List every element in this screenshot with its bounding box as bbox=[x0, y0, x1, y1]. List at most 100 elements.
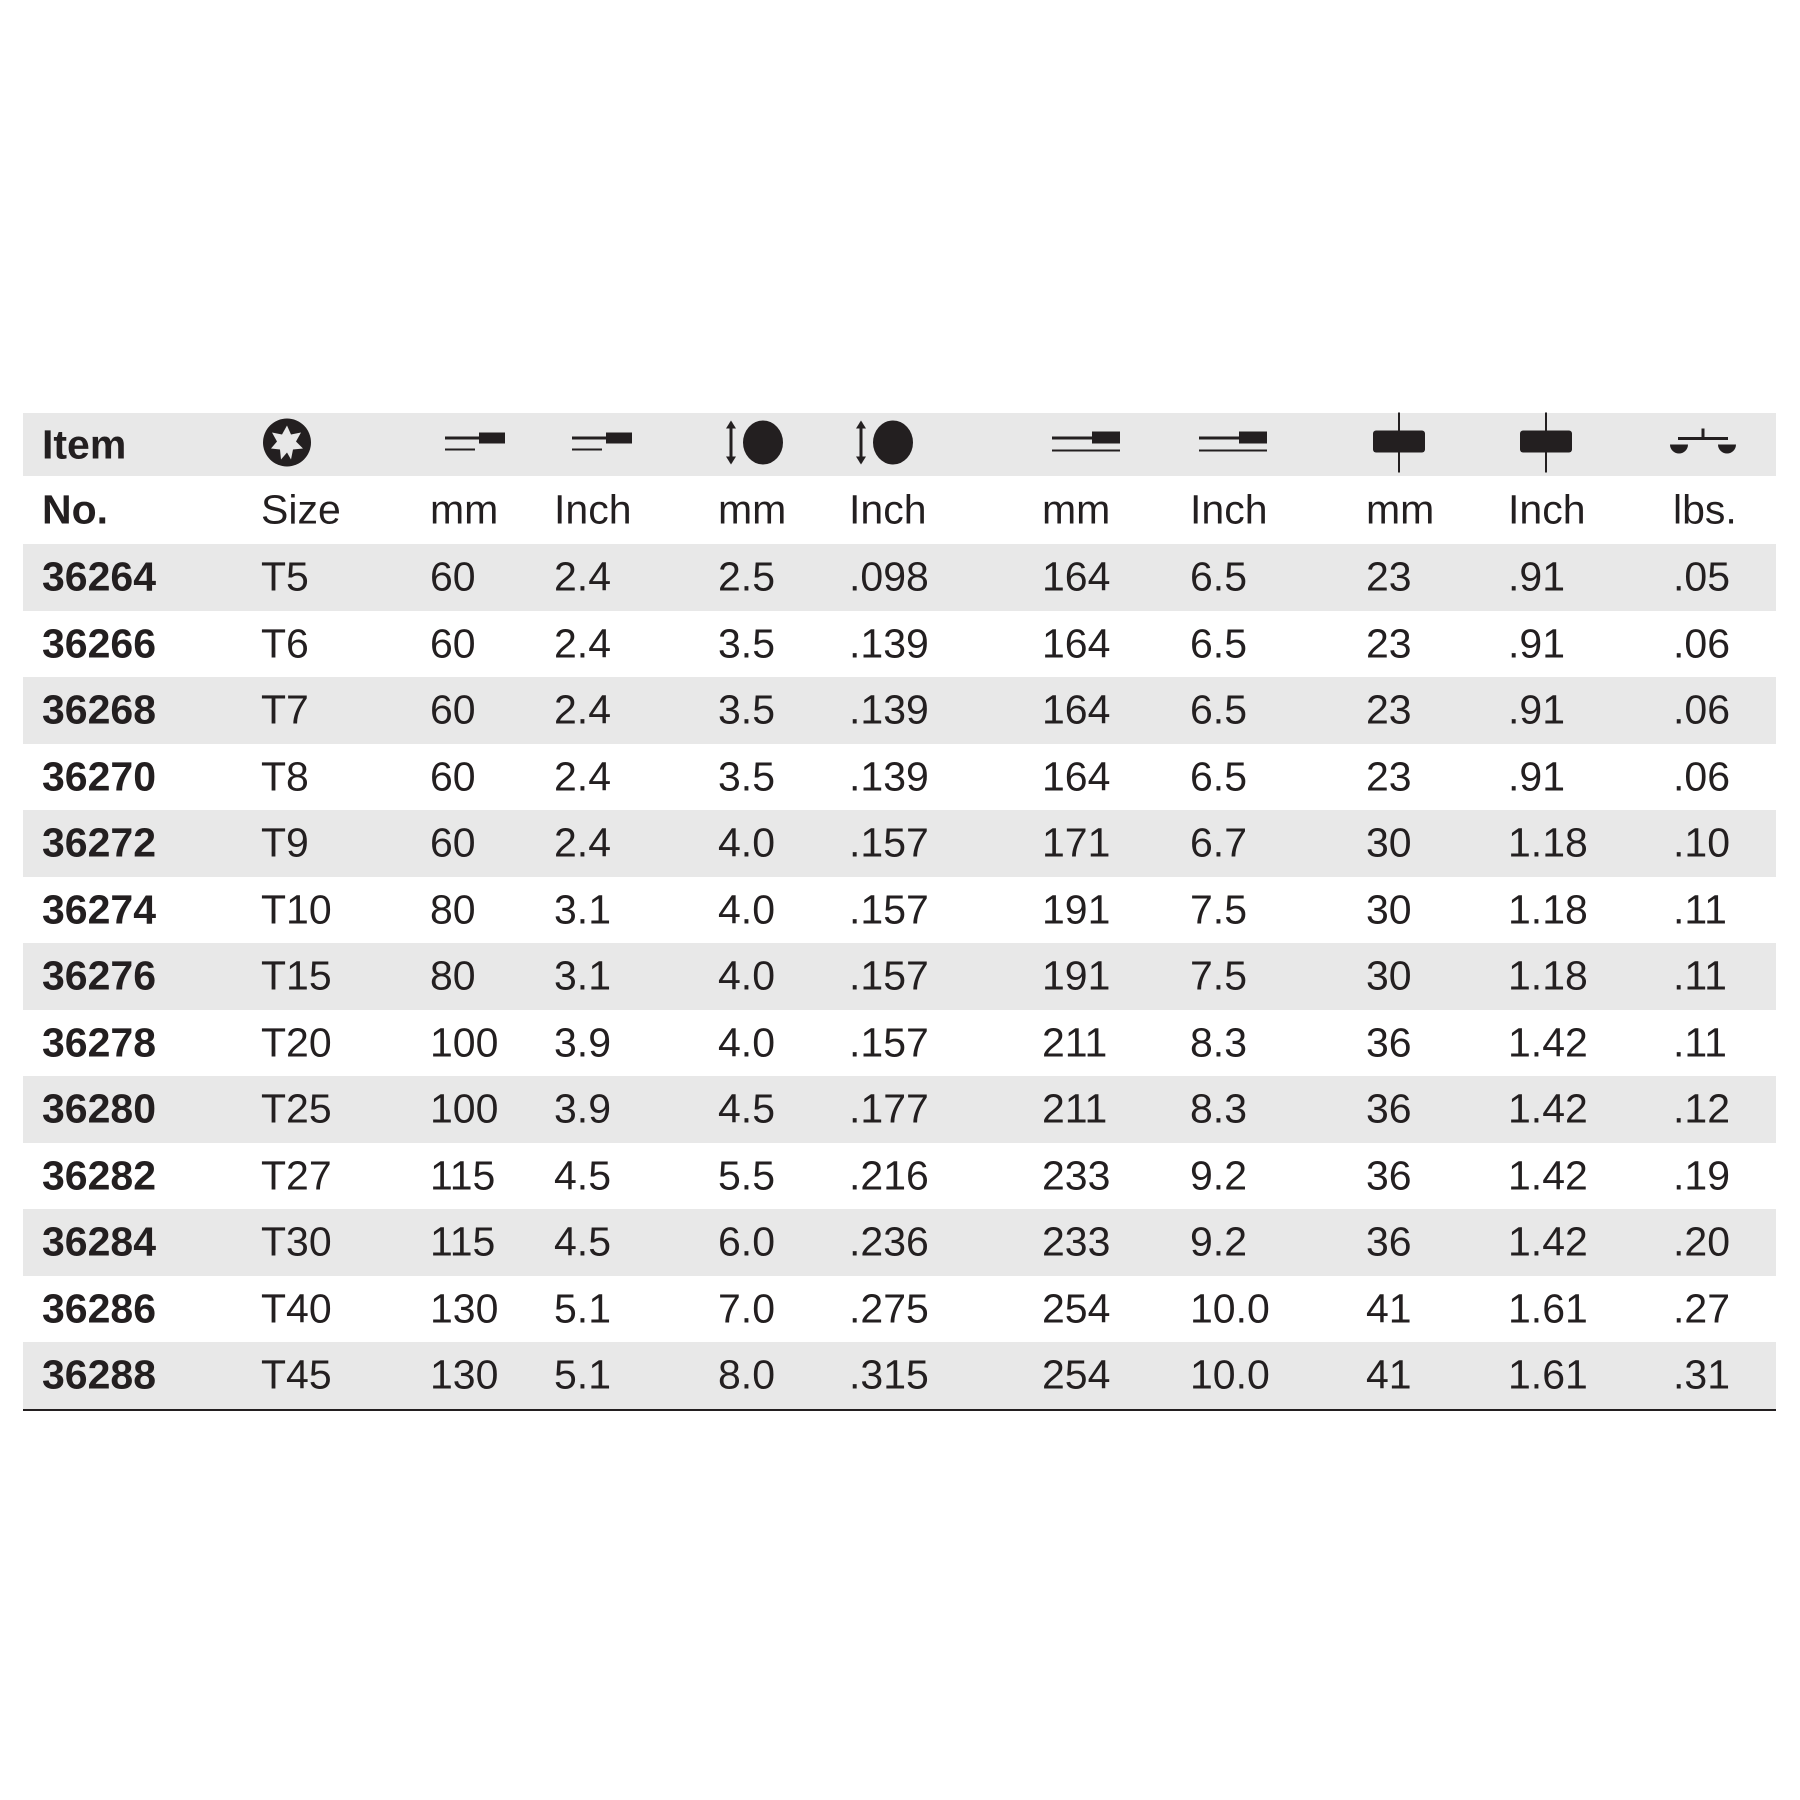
cell-value: 5.1 bbox=[554, 1351, 611, 1398]
cell-value: .157 bbox=[849, 886, 929, 933]
cell-value: 36 bbox=[1366, 1085, 1412, 1132]
cell-value: 130 bbox=[430, 1351, 499, 1398]
cell-value: 8.3 bbox=[1190, 1019, 1247, 1066]
item-label: Item bbox=[42, 421, 127, 467]
item-number: 36266 bbox=[42, 620, 157, 667]
cell-value: 4.5 bbox=[554, 1152, 611, 1199]
cell-value: .11 bbox=[1673, 1019, 1727, 1066]
cell-value: 100 bbox=[430, 1085, 499, 1132]
table-row: 36286 T40 130 5.1 7.0 .275 254 10.0 41 1.61 .27 bbox=[23, 1276, 1776, 1343]
cell-value: 80 bbox=[430, 886, 476, 933]
unit-label: mm bbox=[1366, 486, 1435, 533]
cell-value: 23 bbox=[1366, 753, 1412, 800]
cell-value: 191 bbox=[1042, 886, 1111, 933]
cell-value: 1.18 bbox=[1508, 819, 1588, 866]
cell-value: .91 bbox=[1508, 553, 1565, 600]
unit-label: Inch bbox=[554, 486, 632, 533]
cell-value: 2.4 bbox=[554, 686, 611, 733]
cell-value: 3.5 bbox=[718, 753, 775, 800]
cell-value: 233 bbox=[1042, 1152, 1111, 1199]
cell-value: .157 bbox=[849, 819, 929, 866]
table-row: 36272 T9 60 2.4 4.0 .157 171 6.7 30 1.18 .10 bbox=[23, 810, 1776, 877]
cell-value: 211 bbox=[1042, 1019, 1108, 1066]
header-row-icons: Item bbox=[23, 412, 1776, 477]
cell-value: .139 bbox=[849, 620, 929, 667]
weight-scale-icon bbox=[1668, 424, 1738, 465]
cell-value: .139 bbox=[849, 753, 929, 800]
torx-size-icon bbox=[261, 416, 313, 473]
cell-value: 30 bbox=[1366, 819, 1412, 866]
cell-value: 130 bbox=[430, 1285, 499, 1332]
blade-diameter-icon bbox=[853, 418, 917, 471]
cell-value: 211 bbox=[1042, 1085, 1108, 1132]
cell-value: 5.5 bbox=[718, 1152, 775, 1199]
item-number: 36264 bbox=[42, 553, 157, 600]
cell-value: 23 bbox=[1366, 620, 1412, 667]
cell-value: 233 bbox=[1042, 1218, 1111, 1265]
cell-value: T27 bbox=[261, 1152, 332, 1199]
cell-value: T45 bbox=[261, 1351, 332, 1398]
unit-label: Inch bbox=[1508, 486, 1586, 533]
cell-value: 60 bbox=[430, 753, 476, 800]
cell-value: 164 bbox=[1042, 686, 1111, 733]
cell-value: .27 bbox=[1673, 1285, 1730, 1332]
table-row: 36278 T20 100 3.9 4.0 .157 211 8.3 36 1.42 .11 bbox=[23, 1010, 1776, 1077]
cell-value: T6 bbox=[261, 620, 309, 667]
cell-value: 6.0 bbox=[718, 1218, 775, 1265]
blade-diameter-icon bbox=[723, 418, 787, 471]
table-row: 36282 T27 115 4.5 5.5 .216 233 9.2 36 1.42 .19 bbox=[23, 1143, 1776, 1210]
table-row: 36270 T8 60 2.4 3.5 .139 164 6.5 23 .91 .06 bbox=[23, 744, 1776, 811]
cell-value: 115 bbox=[430, 1218, 496, 1265]
cell-value: .12 bbox=[1673, 1085, 1730, 1132]
blade-length-icon bbox=[568, 427, 634, 462]
cell-value: 41 bbox=[1366, 1351, 1412, 1398]
cell-value: 3.5 bbox=[718, 686, 775, 733]
table-row: 36268 T7 60 2.4 3.5 .139 164 6.5 23 .91 .06 bbox=[23, 677, 1776, 744]
cell-value: T5 bbox=[261, 553, 309, 600]
cell-value: 9.2 bbox=[1190, 1218, 1247, 1265]
cell-value: 3.1 bbox=[554, 952, 611, 999]
header-row-units: No. Size mm Inch mm Inch mm Inch mm Inch lbs. bbox=[23, 476, 1776, 544]
cell-value: 60 bbox=[430, 819, 476, 866]
cell-value: .11 bbox=[1673, 886, 1727, 933]
cell-value: .06 bbox=[1673, 620, 1730, 667]
cell-value: 1.42 bbox=[1508, 1019, 1588, 1066]
cell-value: 7.0 bbox=[718, 1285, 775, 1332]
cell-value: 191 bbox=[1042, 952, 1111, 999]
cell-value: 2.4 bbox=[554, 553, 611, 600]
cell-value: 1.42 bbox=[1508, 1085, 1588, 1132]
cell-value: 36 bbox=[1366, 1152, 1412, 1199]
item-number: 36272 bbox=[42, 819, 157, 866]
cell-value: 115 bbox=[430, 1152, 496, 1199]
cell-value: T10 bbox=[261, 886, 332, 933]
cell-value: 4.5 bbox=[718, 1085, 775, 1132]
cell-value: 254 bbox=[1042, 1351, 1111, 1398]
handle-diameter-icon bbox=[1371, 412, 1427, 477]
cell-value: 164 bbox=[1042, 620, 1111, 667]
overall-length-icon bbox=[1195, 427, 1271, 462]
cell-value: 6.5 bbox=[1190, 553, 1247, 600]
cell-value: .177 bbox=[849, 1085, 929, 1132]
cell-value: 4.0 bbox=[718, 952, 775, 999]
item-number: 36278 bbox=[42, 1019, 157, 1066]
handle-diameter-icon bbox=[1518, 412, 1574, 477]
table-row: 36276 T15 80 3.1 4.0 .157 191 7.5 30 1.18 .11 bbox=[23, 943, 1776, 1010]
cell-value: 60 bbox=[430, 620, 476, 667]
table-row: 36274 T10 80 3.1 4.0 .157 191 7.5 30 1.18 .11 bbox=[23, 877, 1776, 944]
cell-value: 8.0 bbox=[718, 1351, 775, 1398]
cell-value: 6.5 bbox=[1190, 686, 1247, 733]
cell-value: 30 bbox=[1366, 952, 1412, 999]
cell-value: .20 bbox=[1673, 1218, 1730, 1265]
table-row: 36284 T30 115 4.5 6.0 .236 233 9.2 36 1.42 .20 bbox=[23, 1209, 1776, 1276]
item-number: 36276 bbox=[42, 952, 157, 999]
unit-label: mm bbox=[1042, 486, 1111, 533]
table-row: 36288 T45 130 5.1 8.0 .315 254 10.0 41 1.61 .31 bbox=[23, 1342, 1776, 1409]
cell-value: 80 bbox=[430, 952, 476, 999]
cell-value: 60 bbox=[430, 553, 476, 600]
cell-value: 36 bbox=[1366, 1218, 1412, 1265]
cell-value: 36 bbox=[1366, 1019, 1412, 1066]
cell-value: 2.4 bbox=[554, 819, 611, 866]
cell-value: 164 bbox=[1042, 753, 1111, 800]
item-number: 36286 bbox=[42, 1285, 157, 1332]
cell-value: 4.0 bbox=[718, 1019, 775, 1066]
